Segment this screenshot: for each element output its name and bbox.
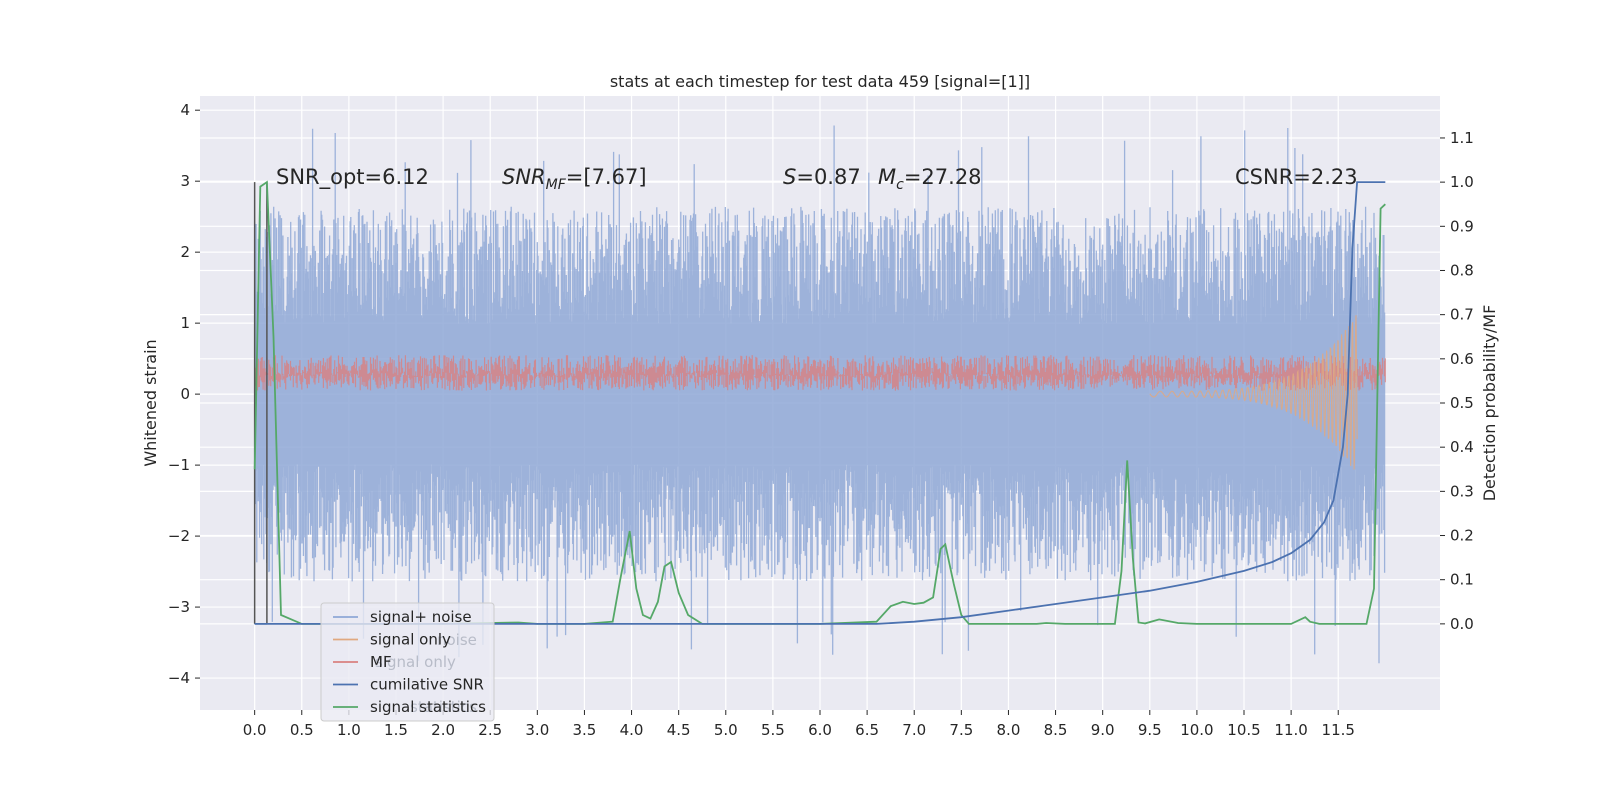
x-tick-label: 2.5	[478, 721, 502, 739]
y-tick-label-right: 0.3	[1450, 482, 1474, 500]
y-tick-label-right: 0.5	[1450, 394, 1474, 412]
y-tick-label-right: 0.1	[1450, 571, 1474, 589]
y-tick-label-right: 0.4	[1450, 438, 1474, 456]
legend: noise signal only statistics signal+ noi…	[320, 602, 495, 722]
y-axis-label-right: Detection probability/MF	[1480, 305, 1499, 502]
x-tick-label: 1.0	[337, 721, 361, 739]
legend-label: signal only	[370, 631, 451, 649]
legend-frame	[320, 602, 495, 722]
y-tick-label-right: 1.0	[1450, 173, 1474, 191]
x-tick-label: 6.5	[855, 721, 879, 739]
y-tick-label-left: −2	[168, 527, 190, 545]
x-tick-label: 3.5	[573, 721, 597, 739]
x-tick-label: 1.5	[384, 721, 408, 739]
x-tick-label: 0.0	[243, 721, 267, 739]
x-tick-label: 3.0	[525, 721, 549, 739]
legend-label: signal statistics	[370, 698, 486, 716]
x-tick-label: 8.0	[997, 721, 1021, 739]
y-tick-label-right: 1.1	[1450, 129, 1474, 147]
series-signal-only	[1149, 315, 1358, 470]
y-tick-label-left: −4	[168, 669, 190, 687]
x-tick-label: 5.0	[714, 721, 738, 739]
x-tick-label: 4.5	[667, 721, 691, 739]
annotation-mc: Mc=27.28	[878, 165, 982, 193]
chart-title: stats at each timestep for test data 459…	[610, 72, 1030, 91]
y-tick-label-left: −1	[168, 456, 190, 474]
y-tick-label-left: 4	[180, 101, 190, 119]
x-tick-label: 11.5	[1322, 721, 1355, 739]
x-tick-label: 0.5	[290, 721, 314, 739]
x-tick-label: 10.0	[1180, 721, 1213, 739]
legend-label: MF	[370, 653, 392, 671]
x-tick-label: 11.0	[1274, 721, 1307, 739]
ticks: 0.0 0.5 1.0 1.5 2.0 2.5 3.0 3.5 4.0 4.5 5.0 5.5 6.0 6…	[168, 101, 1474, 739]
y-tick-label-right: 0.7	[1450, 306, 1474, 324]
y-tick-label-right: 0.0	[1450, 615, 1474, 633]
x-tick-label: 7.5	[949, 721, 973, 739]
x-tick-label: 10.5	[1227, 721, 1260, 739]
x-tick-label: 5.5	[761, 721, 785, 739]
y-axis-label-left: Whitened strain	[141, 339, 160, 466]
annotation-snr-opt: SNR_opt=6.12	[276, 165, 429, 190]
y-tick-label-left: 1	[180, 314, 190, 332]
annotation-s: S=0.87	[783, 165, 861, 189]
x-tick-label: 7.0	[902, 721, 926, 739]
y-tick-label-left: 0	[180, 385, 190, 403]
series-cumilative-snr	[254, 181, 1386, 625]
legend-label: cumilative SNR	[370, 676, 484, 694]
y-tick-label-right: 0.2	[1450, 527, 1474, 545]
x-tick-label: 4.0	[620, 721, 644, 739]
y-tick-label-right: 0.9	[1450, 217, 1474, 235]
y-tick-label-left: −3	[168, 598, 190, 616]
legend-ghost-statistics: statistics	[410, 698, 477, 716]
legend-ghost-noise: noise	[437, 631, 477, 649]
x-tick-label: 9.5	[1138, 721, 1162, 739]
legend-label: signal+ noise	[370, 608, 472, 626]
annotation-csnr: CSNR=2.23	[1235, 165, 1358, 189]
x-tick-label: 8.5	[1044, 721, 1068, 739]
legend-ghost-signal-only: signal only	[375, 653, 456, 671]
y-tick-label-right: 0.6	[1450, 350, 1474, 368]
y-tick-label-left: 2	[180, 243, 190, 261]
y-tick-label-left: 3	[180, 172, 190, 190]
x-tick-label: 6.0	[808, 721, 832, 739]
x-tick-label: 2.0	[431, 721, 455, 739]
plot-area	[253, 125, 1386, 664]
y-tick-label-right: 0.8	[1450, 261, 1474, 279]
x-tick-label: 9.0	[1091, 721, 1115, 739]
annotation-snr-mf: SNRMF=[7.67]	[502, 165, 647, 193]
